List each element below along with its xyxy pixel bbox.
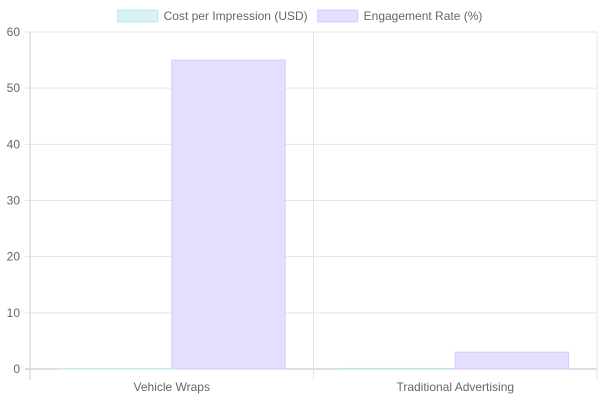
legend-label[interactable]: Engagement Rate (%) — [364, 9, 483, 23]
x-tick-label: Vehicle Wraps — [134, 380, 210, 394]
legend-swatch[interactable] — [117, 9, 159, 23]
bar[interactable] — [171, 59, 286, 370]
legend[interactable]: Cost per Impression (USD) Engagement Rate… — [117, 9, 483, 23]
grid — [25, 31, 598, 380]
y-tick-label: 30 — [7, 194, 21, 208]
y-tick-label: 60 — [7, 25, 21, 39]
bar[interactable] — [341, 367, 456, 370]
bars — [57, 59, 570, 370]
y-tick-label: 20 — [7, 250, 21, 264]
legend-label[interactable]: Cost per Impression (USD) — [164, 9, 308, 23]
y-tick-label: 0 — [13, 362, 20, 376]
bar[interactable] — [454, 351, 570, 370]
legend-swatch[interactable] — [317, 9, 359, 23]
axes: 0 10 20 30 40 50 60 Vehicle Wraps Traditional Ad… — [7, 25, 514, 394]
y-tick-label: 10 — [7, 306, 21, 320]
x-tick-label: Traditional Advertising — [396, 380, 514, 394]
y-tick-label: 50 — [7, 81, 21, 95]
y-tick-label: 40 — [7, 137, 21, 151]
